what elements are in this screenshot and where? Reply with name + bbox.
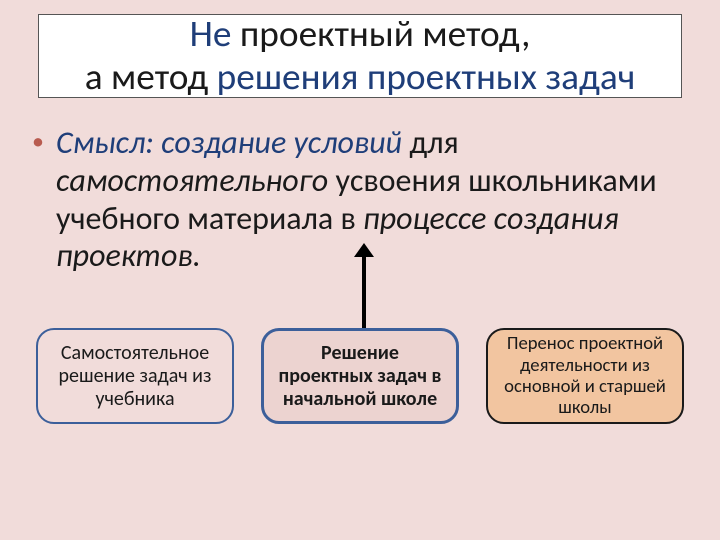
cards-row: Самостоятельное решение задач из учебник…	[36, 328, 684, 424]
title-l1-b: проектный метод,	[231, 11, 530, 57]
title-l2-b: решения проектных задач	[217, 54, 636, 100]
bt-4: самостоятельного	[56, 161, 328, 200]
bt-1: Смысл:	[56, 123, 161, 162]
title-box: Не проектный метод, а метод решения прое…	[38, 14, 682, 98]
bt-3: для	[402, 123, 459, 162]
card-self-textbook: Самостоятельное решение задач из учебник…	[36, 328, 234, 424]
card2-text: Решение проектных задач в начальной школ…	[274, 342, 446, 411]
card3-text: Перенос проектной деятельности из основн…	[498, 333, 672, 419]
arrow-shaft	[362, 253, 366, 329]
slide: Не проектный метод, а метод решения прое…	[0, 0, 720, 540]
title-l1-a: Не	[190, 11, 232, 57]
card-transfer-senior: Перенос проектной деятельности из основн…	[486, 328, 684, 424]
arrow-up	[354, 243, 374, 329]
title-l2-a: а метод	[85, 54, 217, 100]
card1-text: Самостоятельное решение задач из учебник…	[48, 342, 222, 411]
bullet-dot-icon: •	[32, 124, 56, 157]
title-text: Не проектный метод, а метод решения прое…	[85, 13, 636, 99]
card-project-tasks-primary: Решение проектных задач в начальной школ…	[261, 328, 459, 424]
bt-2: создание условий	[161, 123, 402, 162]
